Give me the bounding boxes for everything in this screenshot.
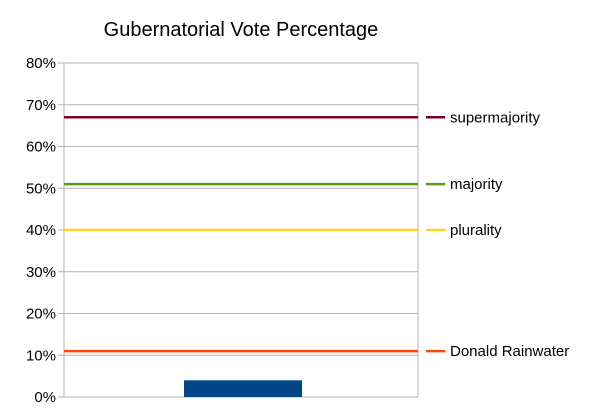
y-axis: 0% 10% 20% 30% 40% 50% 60% 70% 80%: [26, 55, 419, 406]
legend-label: supermajority: [450, 109, 541, 126]
y-tick-label: 20%: [26, 306, 56, 323]
y-tick-label: 0%: [34, 389, 56, 406]
y-tick-label: 60%: [26, 139, 56, 156]
legend-label: Donald Rainwater: [450, 343, 569, 360]
y-tick-label: 40%: [26, 222, 56, 239]
bar: [184, 380, 302, 397]
bars: [184, 380, 302, 397]
y-tick-label: 50%: [26, 180, 56, 197]
y-tick-label: 30%: [26, 264, 56, 281]
chart-title: Gubernatorial Vote Percentage: [104, 19, 379, 41]
y-tick-label: 10%: [26, 347, 56, 364]
y-tick-label: 80%: [26, 55, 56, 72]
legend-label: majority: [450, 176, 503, 193]
legend-label: plurality: [450, 222, 502, 239]
reference-lines: [64, 116, 418, 353]
y-tick-label: 70%: [26, 97, 56, 114]
legend: supermajority majority plurality Donald Rai…: [426, 109, 569, 360]
